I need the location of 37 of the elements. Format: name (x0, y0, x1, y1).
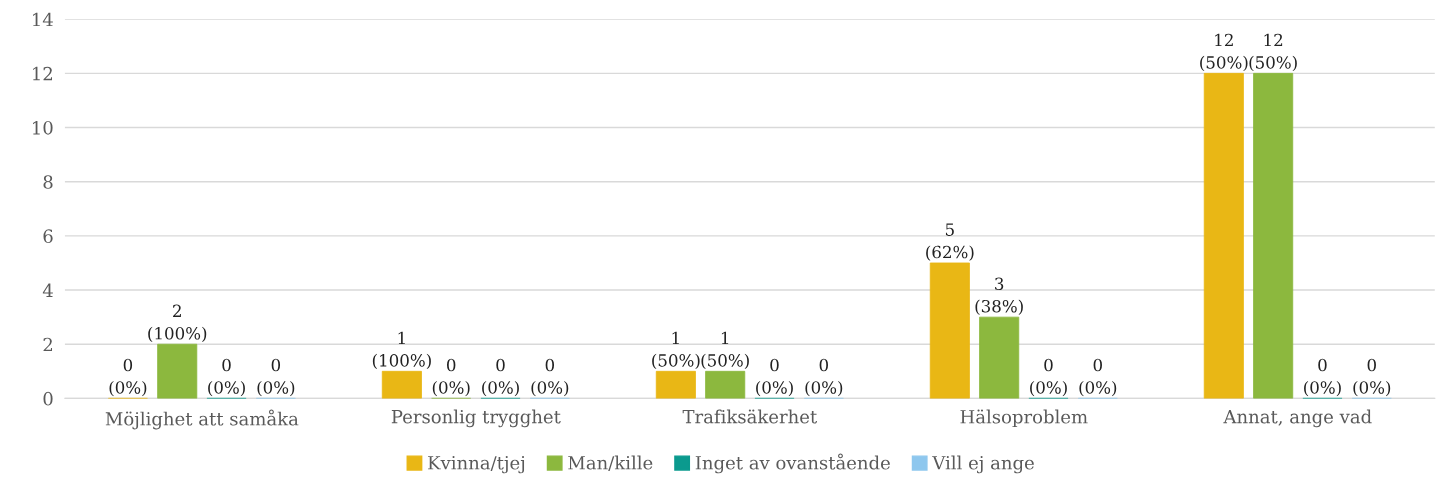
data-label: 0 (0%) (1030, 358, 1067, 397)
data-label: 0 (0%) (1079, 358, 1117, 397)
y-tick-label: 12 (33, 66, 53, 81)
legend-label: Man/kille (568, 455, 653, 472)
data-label: 0 (0%) (1304, 358, 1341, 397)
data-label: 12 (50%) (1249, 33, 1297, 72)
y-tick-label: 4 (42, 283, 53, 297)
legend-label: Inget av ovanstående (695, 453, 890, 474)
y-tick-label: 0 (43, 391, 53, 406)
data-label: 0 (0%) (482, 358, 519, 397)
data-label: 0 (0%) (531, 358, 569, 397)
legend-label: Vill ej ange (932, 455, 1034, 474)
data-label: 0 (0%) (109, 358, 147, 397)
y-tick-label: 10 (33, 121, 53, 135)
x-tick-label: Hälsoproblem (960, 409, 1088, 428)
data-label: 3 (38%) (975, 277, 1023, 315)
data-label: 5 (62%) (926, 223, 974, 261)
data-label: 0 (0%) (432, 358, 470, 397)
legend-label: Kvinna/tjej (428, 456, 525, 474)
data-label: 1 (50%) (701, 331, 749, 370)
y-tick-label: 14 (33, 12, 53, 27)
data-label: 0 (0%) (257, 358, 295, 397)
data-label: 0 (0%) (208, 358, 245, 397)
data-label: 0 (0%) (805, 358, 843, 397)
data-label: 2 (100%) (148, 304, 207, 342)
data-label: 1 (100%) (372, 331, 431, 370)
x-tick-label: Möjlighet att samåka (105, 409, 299, 430)
data-label: 12 (50%) (1200, 33, 1248, 72)
data-label: 0 (0%) (1353, 358, 1391, 397)
x-tick-label: Trafiksäkerhet (682, 409, 818, 424)
data-label: 1 (50%) (652, 331, 700, 370)
y-tick-label: 8 (43, 175, 53, 189)
x-tick-label: Annat, ange vad (1223, 409, 1372, 428)
y-tick-label: 2 (43, 337, 53, 352)
x-tick-label: Personlig trygghet (391, 409, 561, 428)
data-label: 0 (0%) (756, 358, 793, 397)
y-tick-label: 6 (43, 229, 53, 243)
